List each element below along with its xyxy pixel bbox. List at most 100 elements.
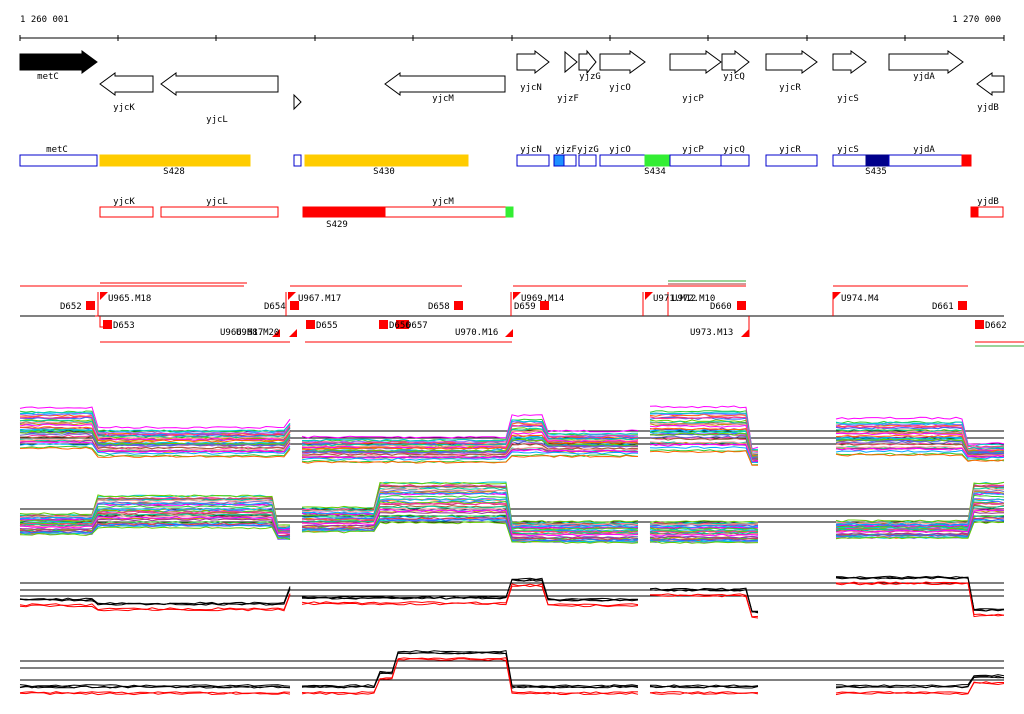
- breakpoint-marker[interactable]: [86, 301, 95, 310]
- breakpoint-flag[interactable]: [289, 329, 297, 337]
- breakpoint-label: D656: [389, 321, 411, 331]
- segment-id-label: S430: [373, 167, 395, 177]
- segment-label: yjcQ: [723, 145, 745, 155]
- gene-yjcN-arrow[interactable]: [516, 49, 550, 75]
- gene-yjcP-arrow[interactable]: [669, 50, 722, 74]
- gene-label: yjdB: [977, 103, 999, 113]
- segment-yjzG-a[interactable]: [563, 154, 577, 167]
- segment-label: yjcN: [520, 145, 542, 155]
- segment-yjcP[interactable]: [669, 154, 722, 167]
- breakpoint-label: U974.M4: [841, 294, 879, 304]
- breakpoint-label: U969.M14: [521, 294, 564, 304]
- breakpoint-marker[interactable]: [306, 320, 315, 329]
- gene-label: yjcQ: [723, 72, 745, 82]
- axis-start-label: 1 260 001: [20, 15, 69, 25]
- gene-yjcQ-arrow[interactable]: [721, 49, 750, 75]
- breakpoint-label: D657: [406, 321, 428, 331]
- gene-yjzG-arrow[interactable]: [578, 49, 597, 75]
- breakpoint-label: D653: [113, 321, 135, 331]
- segment-id-label: S434: [644, 167, 666, 177]
- segment-metC[interactable]: [19, 154, 98, 167]
- gene-label: yjcS: [837, 94, 859, 104]
- breakpoint-flag[interactable]: [272, 329, 280, 337]
- breakpoint-label: U970.M16: [455, 328, 498, 338]
- segment-label: metC: [46, 145, 68, 155]
- gene-yjcK-arrow[interactable]: [99, 72, 154, 96]
- segment-id-label: S428: [163, 167, 185, 177]
- breakpoint-marker[interactable]: [737, 301, 746, 310]
- breakpoint-marker[interactable]: [975, 320, 984, 329]
- gene-yjdB-arrow[interactable]: [976, 72, 1005, 96]
- coordinate-axis: 1 260 001 1 270 000: [19, 15, 1005, 41]
- breakpoint-flag[interactable]: [645, 292, 653, 300]
- segment-yjdA-end[interactable]: [961, 154, 972, 167]
- segment-yjcM-end[interactable]: [505, 206, 514, 218]
- breakpoint-flag[interactable]: [833, 292, 841, 300]
- breakpoint-label: U966.M17: [220, 328, 263, 338]
- breakpoint-marker[interactable]: [103, 320, 112, 329]
- segment-yjcK[interactable]: [99, 206, 154, 218]
- breakpoint-label: D654: [264, 302, 286, 312]
- segment-label: yjzG: [577, 145, 599, 155]
- segment-S430[interactable]: [304, 154, 469, 167]
- segment-label: yjcS: [837, 145, 859, 155]
- segment-label: yjcL: [206, 197, 228, 207]
- breakpoint-marker[interactable]: [290, 301, 299, 310]
- segment-yjcS[interactable]: [832, 154, 868, 167]
- segment-id-label: S429: [326, 220, 348, 230]
- segment-yjdB[interactable]: [977, 206, 1004, 218]
- breakpoint-marker[interactable]: [396, 320, 405, 329]
- small-gene-arrow[interactable]: [293, 93, 302, 111]
- breakpoint-marker[interactable]: [540, 301, 549, 310]
- segment-label: yjcO: [609, 145, 631, 155]
- breakpoint-label: U972.M10: [672, 294, 715, 304]
- gene-yjcO-arrow[interactable]: [599, 50, 646, 74]
- gene-label: yjcP: [682, 94, 704, 104]
- axis-end-label: 1 270 000: [952, 15, 1001, 25]
- segment-yjcL[interactable]: [160, 206, 279, 218]
- gene-yjzF-arrow[interactable]: [564, 50, 578, 74]
- expression-panel-minus-summary: [19, 650, 1005, 696]
- segment-label: yjcK: [113, 197, 135, 207]
- gene-yjcS-arrow[interactable]: [832, 50, 867, 74]
- breakpoint-track: D652 U965.M18 U967.M17 D654 D658 D659 U9…: [20, 280, 1024, 347]
- breakpoint-marker[interactable]: [958, 301, 967, 310]
- gene-yjcR-arrow[interactable]: [765, 50, 818, 74]
- gene-metC-arrow[interactable]: [19, 50, 98, 74]
- gene-label: yjcM: [432, 94, 454, 104]
- segment-S435[interactable]: [865, 154, 889, 167]
- breakpoint-flag[interactable]: [741, 329, 749, 337]
- breakpoint-marker[interactable]: [454, 301, 463, 310]
- segment-label: yjcP: [682, 145, 704, 155]
- gene-label: yjcR: [779, 83, 801, 93]
- segment-yjcR[interactable]: [765, 154, 818, 167]
- segment-small[interactable]: [293, 154, 302, 167]
- expression-panel-minus-all: [19, 481, 1005, 544]
- segment-S428[interactable]: [99, 154, 251, 167]
- gene-track: metC yjcK yjcL yjcM yjcN yjzF yjzG yjcO …: [19, 49, 1005, 125]
- segment-yjzG[interactable]: [578, 154, 597, 167]
- breakpoint-label: D652: [60, 302, 82, 312]
- breakpoint-label: U971.M12: [653, 294, 696, 304]
- gene-yjdA-arrow[interactable]: [888, 50, 964, 74]
- breakpoint-flag[interactable]: [288, 292, 296, 300]
- segment-yjzF[interactable]: [553, 154, 565, 167]
- segment-yjcN[interactable]: [516, 154, 550, 167]
- segment-yjdB-a[interactable]: [970, 206, 979, 218]
- breakpoint-flag[interactable]: [513, 292, 521, 300]
- breakpoint-label: D659: [514, 302, 536, 312]
- segment-S429[interactable]: [302, 206, 386, 218]
- segment-yjdA[interactable]: [888, 154, 963, 167]
- segment-label: yjdB: [977, 197, 999, 207]
- gene-label: yjcK: [113, 103, 135, 113]
- segment-S434[interactable]: [644, 154, 670, 167]
- breakpoint-flag[interactable]: [100, 292, 108, 300]
- segment-yjcQ[interactable]: [720, 154, 750, 167]
- breakpoint-flag[interactable]: [505, 329, 513, 337]
- gene-yjcM-arrow[interactable]: [384, 72, 506, 96]
- segment-label: yjcR: [779, 145, 801, 155]
- gene-yjcL-arrow[interactable]: [160, 72, 279, 96]
- breakpoint-label: U973.M13: [690, 328, 733, 338]
- breakpoint-marker[interactable]: [379, 320, 388, 329]
